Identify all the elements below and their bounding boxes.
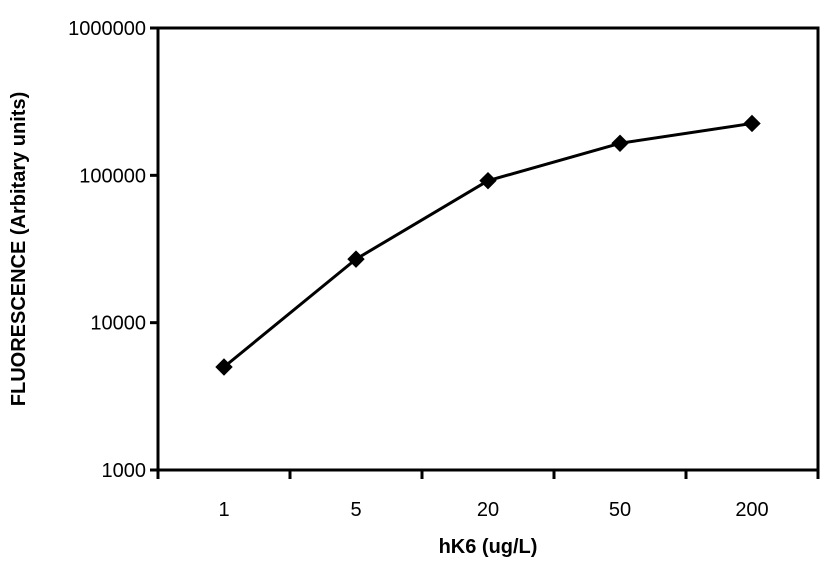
x-tick-label: 1	[218, 499, 229, 521]
x-tick-label: 20	[477, 499, 499, 521]
x-tick-label: 5	[350, 499, 361, 521]
y-tick-label: 1000	[102, 460, 147, 482]
x-tick-label: 50	[609, 499, 631, 521]
x-axis-title: hK6 (ug/L)	[439, 536, 538, 558]
y-axis: 1000 10000 100000 1000000	[68, 18, 158, 482]
plot-frame	[158, 28, 818, 470]
series-markers	[216, 115, 760, 375]
y-tick-label: 100000	[79, 165, 146, 187]
x-tick-label: 200	[735, 499, 768, 521]
data-point	[612, 135, 628, 151]
y-tick-label: 10000	[90, 313, 146, 335]
x-axis: 1 5 20 50 200	[158, 470, 818, 521]
y-tick-label: 1000000	[68, 18, 146, 40]
data-point	[480, 173, 496, 189]
y-axis-title: FLUORESCENCE (Arbitary units)	[8, 92, 30, 406]
series-line	[224, 123, 752, 367]
data-point	[744, 115, 760, 131]
